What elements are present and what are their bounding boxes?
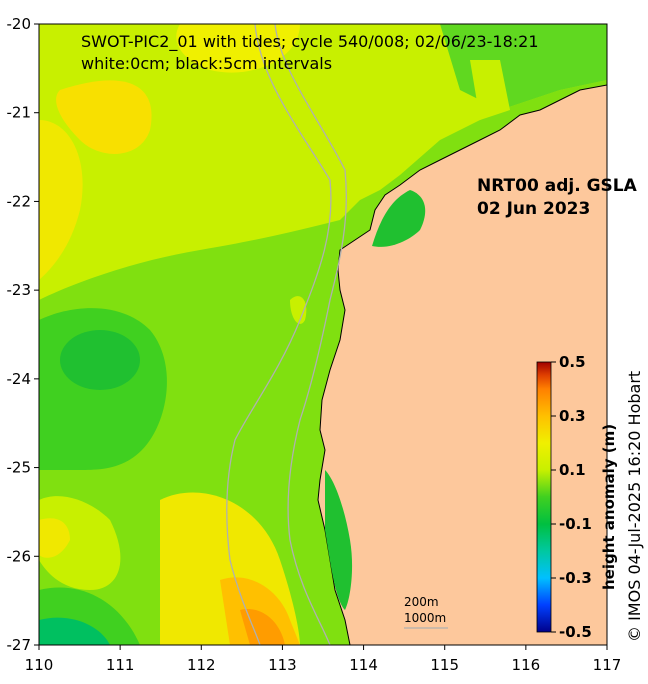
colorbar-title: height anomaly (m) bbox=[600, 424, 618, 590]
contour-label-200m: 200m bbox=[404, 595, 439, 609]
x-axis: 110 111 112 113 114 115 116 117 bbox=[25, 645, 622, 674]
y-axis: -20 -21 -22 -23 -24 -25 -26 -27 bbox=[7, 15, 39, 654]
colorbar-tick-label: -0.3 bbox=[559, 569, 592, 587]
colorbar-ticks: 0.5 0.3 0.1 -0.1 -0.3 -0.5 bbox=[551, 353, 592, 641]
colorbar-tick-label: 0.5 bbox=[559, 353, 586, 371]
x-tick-label: 116 bbox=[512, 656, 541, 674]
y-tick-label: -21 bbox=[7, 104, 32, 122]
plot-frame bbox=[38, 23, 608, 646]
y-tick-label: -27 bbox=[7, 636, 32, 654]
colorbar-tick-label: 0.1 bbox=[559, 461, 586, 479]
colorbar-tick-label: -0.1 bbox=[559, 515, 592, 533]
contour-1000m bbox=[226, 24, 332, 645]
x-tick-label: 113 bbox=[268, 656, 297, 674]
x-tick-label: 114 bbox=[349, 656, 378, 674]
y-tick-label: -26 bbox=[7, 547, 32, 565]
y-tick-label: -23 bbox=[7, 281, 32, 299]
x-tick-label: 117 bbox=[593, 656, 622, 674]
y-tick-label: -20 bbox=[7, 15, 32, 33]
contour-label-1000m: 1000m bbox=[404, 611, 446, 625]
x-tick-label: 111 bbox=[106, 656, 135, 674]
shark-bay bbox=[325, 470, 353, 610]
bathymetry-contours bbox=[226, 24, 347, 645]
y-tick-label: -22 bbox=[7, 192, 32, 210]
colorbar bbox=[536, 361, 552, 633]
x-tick-label: 112 bbox=[187, 656, 216, 674]
contour-200m bbox=[274, 24, 347, 645]
y-tick-label: -25 bbox=[7, 459, 32, 477]
product-date: 02 Jun 2023 bbox=[477, 199, 590, 219]
x-tick-label: 115 bbox=[430, 656, 459, 674]
colorbar-tick-label: 0.3 bbox=[559, 407, 586, 425]
map-title-line2: white:0cm; black:5cm intervals bbox=[81, 54, 332, 73]
credit-text: © IMOS 04-Jul-2025 16:20 Hobart bbox=[625, 371, 644, 642]
map-title-line1: SWOT-PIC2_01 with tides; cycle 540/008; … bbox=[81, 32, 539, 52]
x-tick-label: 110 bbox=[25, 656, 54, 674]
colorbar-tick-label: -0.5 bbox=[559, 623, 592, 641]
product-name: NRT00 adj. GSLA bbox=[477, 176, 638, 196]
y-tick-label: -24 bbox=[7, 370, 32, 388]
exmouth-gulf bbox=[372, 190, 426, 247]
